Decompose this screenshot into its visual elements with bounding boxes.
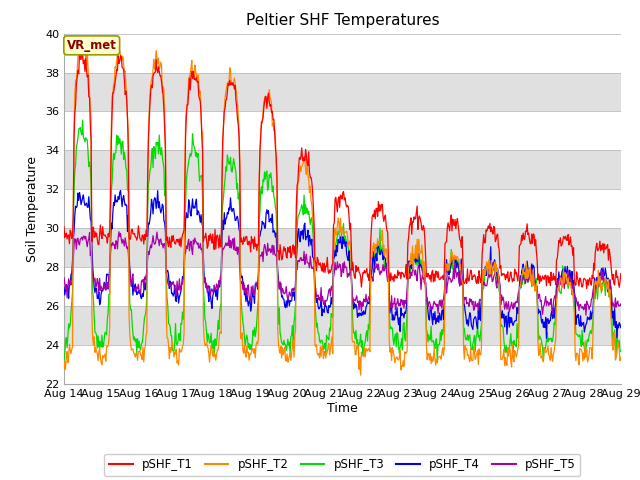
Bar: [64, 306, 621, 345]
Legend: pSHF_T1, pSHF_T2, pSHF_T3, pSHF_T4, pSHF_T5: pSHF_T1, pSHF_T2, pSHF_T3, pSHF_T4, pSHF…: [104, 454, 580, 476]
Title: Peltier SHF Temperatures: Peltier SHF Temperatures: [246, 13, 439, 28]
Bar: [64, 72, 621, 111]
Text: VR_met: VR_met: [67, 39, 116, 52]
X-axis label: Time: Time: [327, 402, 358, 415]
Y-axis label: Soil Temperature: Soil Temperature: [26, 156, 39, 262]
Bar: [64, 228, 621, 267]
Bar: [64, 150, 621, 189]
